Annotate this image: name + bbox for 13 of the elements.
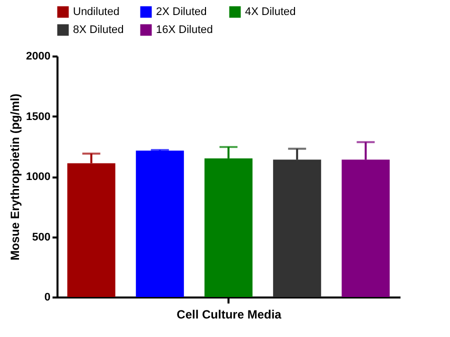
x-axis-title: Cell Culture Media bbox=[176, 308, 282, 322]
legend-label: Undiluted bbox=[73, 6, 120, 18]
y-tick-label: 0 bbox=[44, 292, 50, 304]
legend-label: 2X Diluted bbox=[156, 6, 207, 18]
y-axis-title: Mosue Erythropoietin (pg/ml) bbox=[8, 94, 22, 260]
y-tick-label: 2000 bbox=[26, 50, 50, 62]
legend-label: 8X Diluted bbox=[73, 24, 124, 36]
y-tick-label: 1000 bbox=[26, 171, 50, 183]
bar bbox=[136, 150, 184, 297]
y-tick-label: 500 bbox=[32, 231, 50, 244]
y-tick-label: 1500 bbox=[26, 110, 50, 123]
legend-label: 4X Diluted bbox=[245, 6, 296, 18]
legend-label: 16X Diluted bbox=[156, 24, 213, 36]
